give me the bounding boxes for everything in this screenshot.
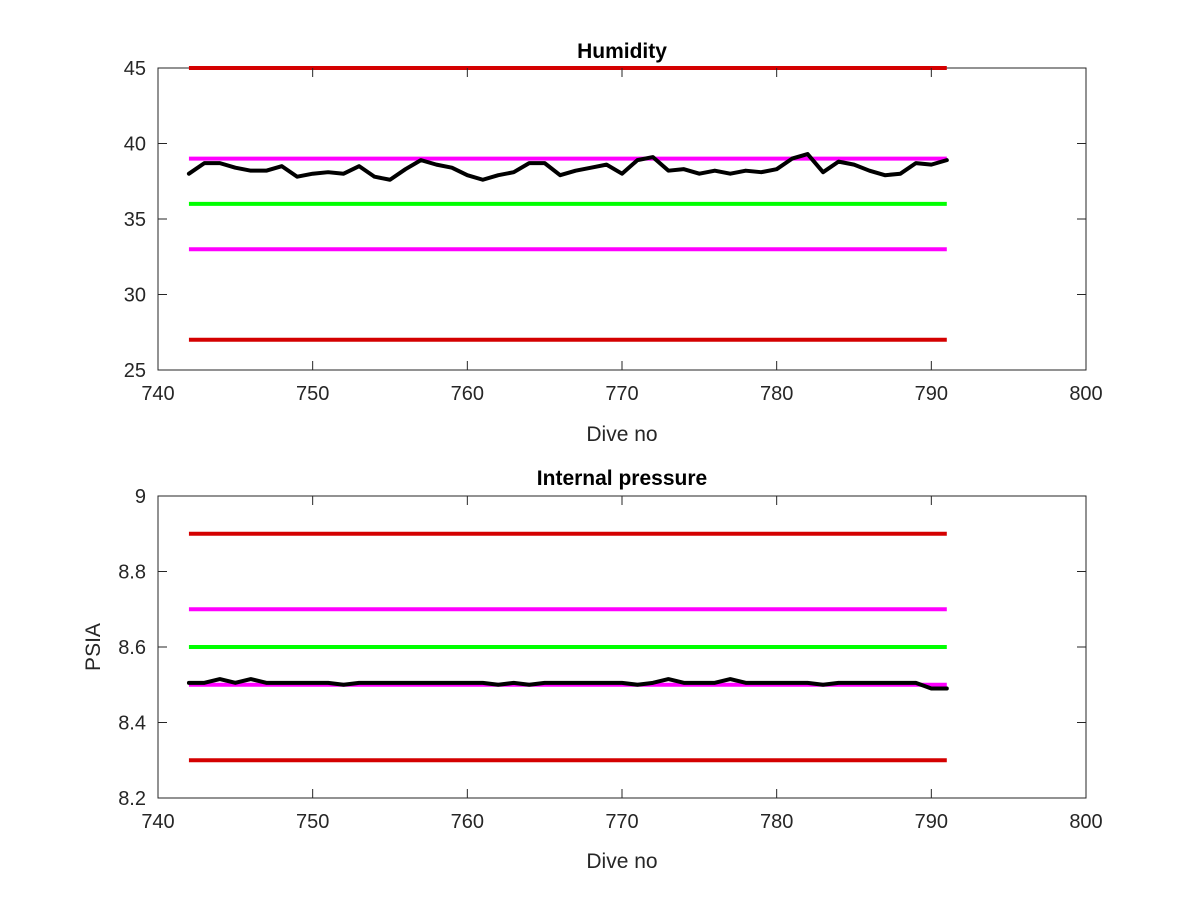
pressure-y-tick-label: 8.8 xyxy=(118,562,146,584)
humidity-x-axis-label: Dive no xyxy=(586,423,657,446)
pressure-x-tick-label: 780 xyxy=(760,811,793,833)
humidity-y-tick-label: 30 xyxy=(124,285,146,307)
pressure-x-tick-label: 750 xyxy=(296,811,329,833)
pressure-chart-title: Internal pressure xyxy=(537,467,707,490)
humidity-y-tick-label: 40 xyxy=(124,134,146,156)
humidity-x-tick-label: 760 xyxy=(451,383,484,405)
pressure-y-axis-label: PSIA xyxy=(82,623,105,671)
humidity-reference-lines xyxy=(188,66,947,342)
pressure-y-tick-label: 9 xyxy=(135,486,146,508)
humidity-x-tick-label: 790 xyxy=(915,383,948,405)
humidity-chart-title: Humidity xyxy=(577,40,667,63)
pressure-x-tick-label: 770 xyxy=(605,811,638,833)
humidity-x-tick-label: 770 xyxy=(605,383,638,405)
humidity-x-tick-label: 740 xyxy=(141,383,174,405)
humidity-x-ticks: 740 750 760 770 780 790 800 xyxy=(141,68,1103,405)
pressure-x-tick-label: 790 xyxy=(915,811,948,833)
pressure-x-ticks: 740 750 760 770 780 790 800 xyxy=(141,496,1103,833)
humidity-x-tick-label: 780 xyxy=(760,383,793,405)
pressure-y-ticks: 8.2 8.4 8.6 8.8 9 xyxy=(118,486,1086,810)
humidity-y-ticks: 25 30 35 40 45 xyxy=(124,58,1086,382)
humidity-y-tick-label: 35 xyxy=(124,209,146,231)
humidity-x-tick-label: 750 xyxy=(296,383,329,405)
humidity-data-series-line-0 xyxy=(186,152,949,182)
pressure-x-tick-label: 760 xyxy=(451,811,484,833)
pressure-y-tick-label: 8.6 xyxy=(118,637,146,659)
humidity-x-tick-label: 800 xyxy=(1069,383,1102,405)
pressure-subplot: 740 750 760 770 780 790 800 8.2 8.4 8.6 8.8 9 Inte… xyxy=(82,467,1103,873)
humidity-axes-box xyxy=(157,67,1087,371)
pressure-y-tick-label: 8.4 xyxy=(118,713,146,735)
pressure-x-tick-label: 740 xyxy=(141,811,174,833)
humidity-subplot: 740 750 760 770 780 790 800 25 30 35 40 45 Humidit… xyxy=(124,40,1103,446)
pressure-data-series-line-0 xyxy=(186,677,949,691)
pressure-x-axis-label: Dive no xyxy=(586,850,657,873)
humidity-y-tick-label: 25 xyxy=(124,360,146,382)
humidity-y-tick-label: 45 xyxy=(124,58,146,80)
pressure-x-tick-label: 800 xyxy=(1069,811,1102,833)
humidity-series-group xyxy=(186,152,949,182)
pressure-series-group xyxy=(186,677,949,691)
pressure-y-tick-label: 8.2 xyxy=(118,788,146,810)
